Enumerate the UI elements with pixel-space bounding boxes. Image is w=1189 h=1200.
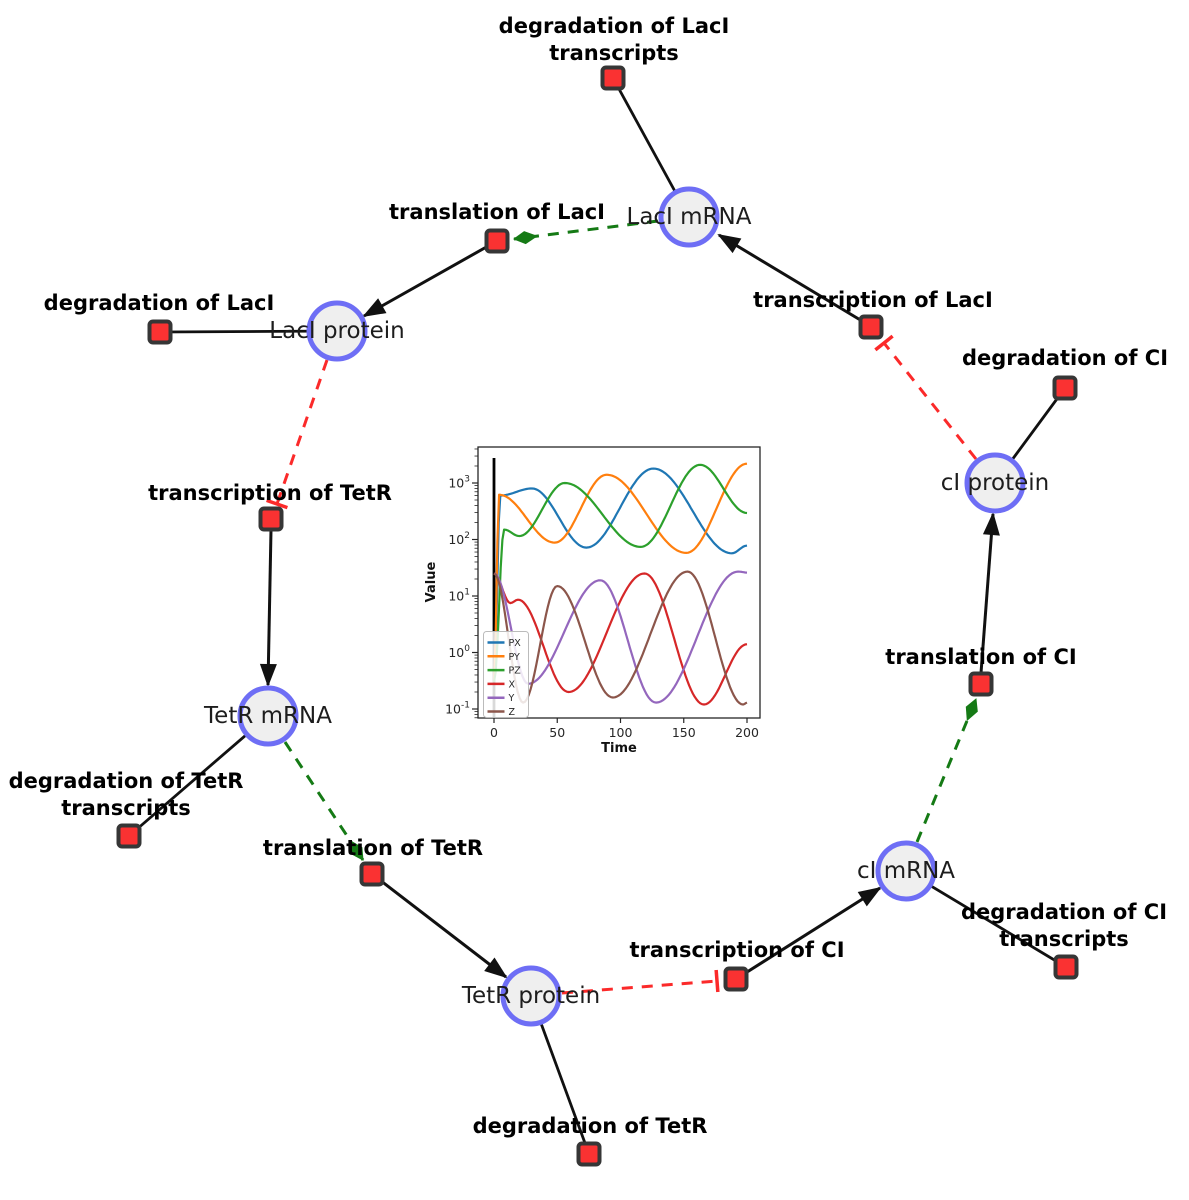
simulation-plot: 0 50 100 150 20010310210110010-1TimeValuePXP… (424, 446, 761, 756)
edge-translation-to-ci-protein (979, 512, 1000, 674)
x-tick-label: 200 (735, 725, 759, 740)
reaction-label-degradation-laci-transcripts-line2: transcripts (549, 41, 679, 65)
x-tick-label: 50 (549, 725, 565, 740)
x-tick-label: 0 (490, 725, 498, 740)
plot-legend: PX PY PZ XYZ (483, 631, 529, 718)
y-tick-label: 10-1 (445, 701, 470, 717)
reaction-node-degradation-ci-transcripts[interactable] (1053, 954, 1079, 980)
edge-ci-mrna-to-degradation-transcripts (904, 869, 1068, 969)
reaction-node-degradation-tetr[interactable] (576, 1141, 602, 1167)
legend-label-px: PX (509, 638, 522, 649)
series-pz (492, 463, 748, 683)
species-node-ci-protein[interactable] (964, 452, 1026, 514)
reaction-label-translation-laci: translation of LacI (389, 200, 605, 224)
species-node-laci-protein[interactable] (306, 300, 368, 362)
reaction-label-degradation-laci-transcripts: degradation of LacI (499, 14, 730, 38)
x-tick-label: 150 (672, 725, 696, 740)
edge-ci-protein-inhibits-laci-transcription (882, 342, 978, 460)
reaction-node-translation-ci[interactable] (968, 671, 994, 697)
edge-ci-protein-inhibits-laci-transcription-tbar (874, 334, 894, 352)
reaction-label-translation-ci: translation of CI (885, 645, 1076, 669)
species-label-tetr-protein: TetR protein (461, 983, 600, 1009)
legend-label-y: Y (508, 693, 515, 704)
x-tick-label: 100 (609, 725, 633, 740)
legend-label-py: PY (509, 652, 521, 663)
y-tick-label: 100 (448, 644, 470, 660)
legend-label-z: Z (509, 707, 516, 718)
series-py (492, 462, 748, 683)
reaction-node-degradation-laci-transcripts[interactable] (600, 65, 626, 91)
edge-transcription-to-ci-mrna (735, 886, 882, 981)
reaction-label-transcription-tetr: transcription of TetR (148, 481, 392, 505)
edge-ci-mrna-to-translation (915, 698, 978, 843)
edge-transcription-to-tetr-mrna (259, 529, 277, 687)
reaction-node-translation-tetr[interactable] (359, 861, 385, 887)
x-axis-label: Time (601, 741, 637, 756)
edge-transcription-to-laci-mrna (717, 233, 863, 323)
nodes-layer (116, 65, 1079, 1167)
reaction-label-degradation-tetr: degradation of TetR (473, 1114, 708, 1138)
reaction-label-transcription-laci: transcription of LacI (753, 288, 993, 312)
series-y (493, 570, 748, 704)
reaction-label-degradation-ci-transcripts-line2: transcripts (999, 927, 1129, 951)
species-node-ci-mrna[interactable] (875, 840, 937, 902)
series-x (493, 572, 748, 706)
plot-spines (477, 446, 761, 719)
y-tick-label: 101 (448, 588, 470, 604)
edge-tetr-protein-inhibits-ci-transcription-tbar (714, 969, 720, 993)
edge-laci-protein-inhibits-tetr-transcription-tbar (266, 498, 288, 510)
reaction-node-degradation-ci[interactable] (1052, 375, 1078, 401)
reaction-node-degradation-laci[interactable] (147, 319, 173, 345)
species-label-ci-mrna: cI mRNA (857, 858, 955, 884)
series-px (492, 467, 748, 683)
plot-curves (492, 462, 748, 706)
species-node-tetr-protein[interactable] (500, 965, 562, 1027)
reaction-node-transcription-laci[interactable] (858, 314, 884, 340)
legend-label-pz: PZ (509, 666, 522, 677)
legend-box (483, 631, 529, 718)
species-label-ci-protein: cI protein (941, 470, 1050, 496)
reaction-node-transcription-tetr[interactable] (258, 506, 284, 532)
reaction-label-degradation-tetr-transcripts: degradation of TetR (9, 769, 244, 793)
reaction-label-degradation-ci: degradation of CI (962, 346, 1168, 370)
edge-laci-mrna-to-translation (513, 219, 659, 245)
reaction-label-degradation-laci: degradation of LacI (44, 291, 275, 315)
edge-translation-to-tetr-protein (371, 872, 508, 979)
species-node-tetr-mrna[interactable] (237, 685, 299, 747)
edges-layer (127, 76, 1068, 1156)
species-node-laci-mrna[interactable] (658, 186, 720, 248)
y-tick-label: 102 (448, 531, 470, 547)
y-tick-label: 103 (448, 475, 470, 491)
edge-tetr-mrna-to-degradation-transcripts (127, 714, 270, 838)
edge-tetr-mrna-to-translation (283, 741, 365, 861)
species-label-tetr-mrna: TetR mRNA (203, 703, 332, 729)
reaction-label-transcription-ci: transcription of CI (629, 938, 844, 962)
species-label-laci-mrna: LacI mRNA (627, 204, 752, 230)
edge-translation-to-laci-protein (362, 239, 498, 318)
y-axis-label: Value (424, 561, 439, 602)
edge-laci-protein-inhibits-tetr-transcription (275, 359, 329, 505)
reaction-label-degradation-ci-transcripts: degradation of CI (961, 900, 1167, 924)
legend-label-x: X (509, 679, 516, 690)
reaction-node-transcription-ci[interactable] (723, 966, 749, 992)
reaction-node-degradation-tetr-transcripts[interactable] (116, 823, 142, 849)
species-label-laci-protein: LacI protein (269, 318, 404, 344)
edge-tetr-protein-inhibits-ci-transcription (561, 979, 718, 995)
reaction-label-degradation-tetr-transcripts-line2: transcripts (61, 796, 191, 820)
labels-layer: degradation of LacI transcripts translatio… (9, 14, 1168, 1138)
series-z (493, 570, 748, 706)
reaction-node-translation-laci[interactable] (484, 228, 510, 254)
reaction-label-translation-tetr: translation of TetR (263, 836, 483, 860)
